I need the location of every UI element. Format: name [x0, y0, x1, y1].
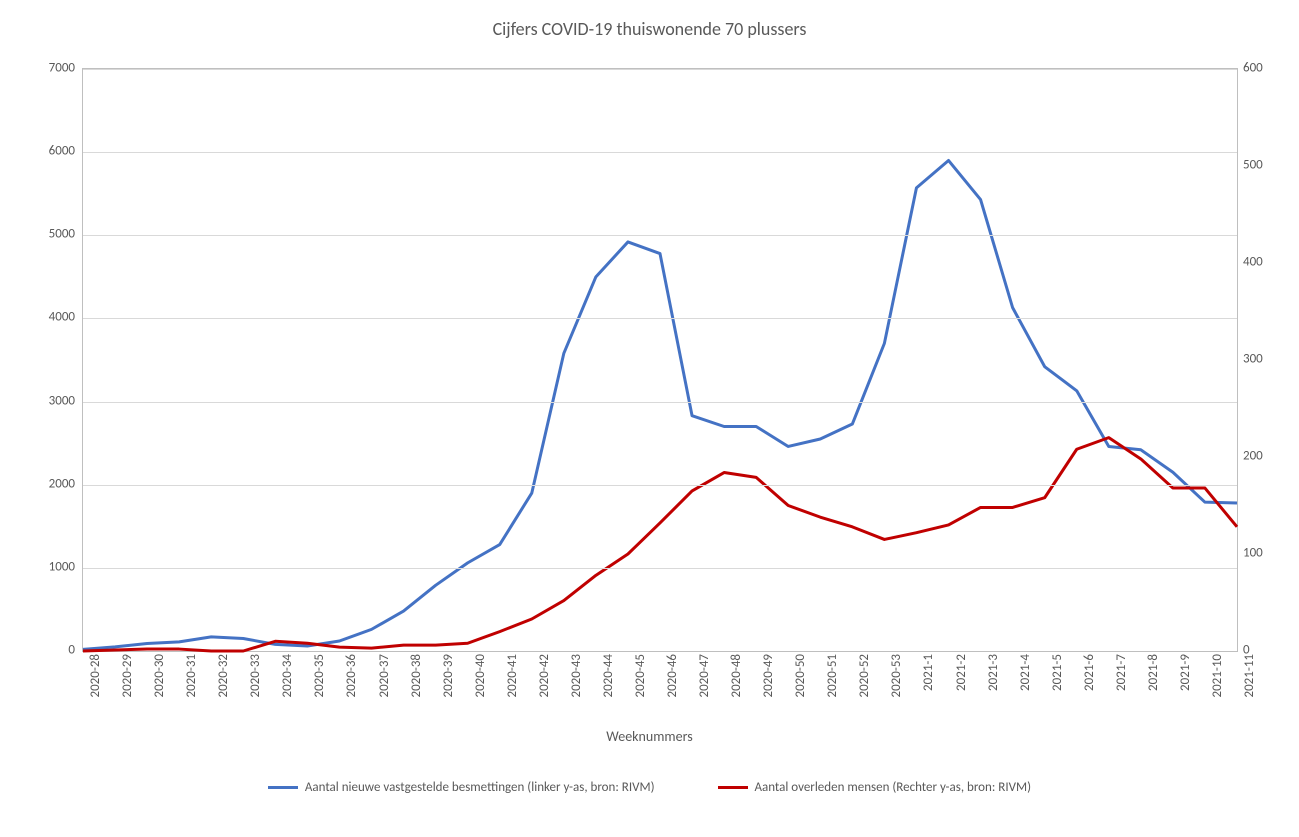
- legend-swatch-infections: [268, 786, 298, 789]
- x-tick-label: 2020-44: [601, 654, 616, 698]
- x-tick-label: 2020-37: [377, 654, 392, 698]
- gridline: [83, 485, 1237, 486]
- x-tick-label: 2020-33: [248, 654, 263, 698]
- x-tick-label: 2020-45: [633, 654, 648, 698]
- x-tick-label: 2020-42: [537, 654, 552, 698]
- x-tick-label: 2020-51: [825, 654, 840, 698]
- x-tick-label: 2020-46: [665, 654, 680, 698]
- y-right-tick-label: 400: [1235, 255, 1299, 270]
- x-tick-label: 2020-49: [761, 654, 776, 698]
- x-tick-label: 2020-40: [473, 654, 488, 698]
- y-left-tick-label: 1000: [0, 559, 75, 574]
- x-tick-label: 2020-38: [409, 654, 424, 698]
- x-tick-label: 2021-1: [921, 654, 936, 691]
- gridline: [83, 402, 1237, 403]
- plot-area: [82, 68, 1238, 652]
- y-left-tick-label: 2000: [0, 476, 75, 491]
- x-tick-label: 2021-3: [986, 654, 1001, 691]
- gridline: [83, 69, 1237, 70]
- x-tick-label: 2020-53: [889, 654, 904, 698]
- chart-container: Cijfers COVID-19 thuiswonende 70 plusser…: [0, 0, 1299, 837]
- x-tick-label: 2021-7: [1114, 654, 1129, 691]
- x-tick-label: 2021-8: [1146, 654, 1161, 691]
- gridline: [83, 152, 1237, 153]
- x-tick-label: 2021-11: [1242, 654, 1257, 698]
- chart-lines-svg: [83, 69, 1237, 651]
- x-tick-label: 2021-2: [954, 654, 969, 691]
- legend-swatch-deaths: [718, 786, 748, 789]
- x-tick-label: 2020-32: [216, 654, 231, 698]
- gridline: [83, 568, 1237, 569]
- y-left-tick-label: 6000: [0, 144, 75, 159]
- y-left-tick-label: 0: [0, 643, 75, 658]
- y-left-tick-label: 4000: [0, 310, 75, 325]
- x-tick-label: 2020-43: [569, 654, 584, 698]
- x-tick-label: 2021-10: [1210, 654, 1225, 698]
- x-axis-title: Weeknummers: [0, 728, 1299, 745]
- x-tick-label: 2020-30: [152, 654, 167, 698]
- x-tick-label: 2020-29: [120, 654, 135, 698]
- y-left-tick-label: 7000: [0, 61, 75, 76]
- x-tick-label: 2020-31: [184, 654, 199, 698]
- x-tick-label: 2021-6: [1082, 654, 1097, 691]
- x-tick-label: 2021-4: [1018, 654, 1033, 691]
- y-left-tick-label: 3000: [0, 393, 75, 408]
- y-right-tick-label: 200: [1235, 449, 1299, 464]
- x-tick-label: 2020-39: [441, 654, 456, 698]
- x-tick-label: 2020-52: [857, 654, 872, 698]
- gridline: [83, 235, 1237, 236]
- x-tick-label: 2020-28: [88, 654, 103, 698]
- x-tick-label: 2020-48: [729, 654, 744, 698]
- y-right-tick-label: 100: [1235, 546, 1299, 561]
- x-tick-label: 2021-9: [1178, 654, 1193, 691]
- legend-label-infections: Aantal nieuwe vastgestelde besmettingen …: [305, 780, 655, 795]
- chart-title: Cijfers COVID-19 thuiswonende 70 plusser…: [0, 0, 1299, 50]
- legend-label-deaths: Aantal overleden mensen (Rechter y-as, b…: [754, 780, 1031, 795]
- x-tick-label: 2020-50: [793, 654, 808, 698]
- legend-item-deaths: Aantal overleden mensen (Rechter y-as, b…: [718, 780, 1032, 795]
- x-tick-label: 2021-5: [1050, 654, 1065, 691]
- series-line: [83, 160, 1237, 649]
- x-tick-label: 2020-36: [344, 654, 359, 698]
- x-tick-label: 2020-41: [505, 654, 520, 698]
- series-line: [83, 438, 1237, 651]
- y-right-tick-label: 600: [1235, 61, 1299, 76]
- y-left-tick-label: 5000: [0, 227, 75, 242]
- y-right-tick-label: 300: [1235, 352, 1299, 367]
- gridline: [83, 318, 1237, 319]
- legend: Aantal nieuwe vastgestelde besmettingen …: [0, 780, 1299, 795]
- y-right-tick-label: 500: [1235, 158, 1299, 173]
- legend-item-infections: Aantal nieuwe vastgestelde besmettingen …: [268, 780, 655, 795]
- x-tick-label: 2020-35: [312, 654, 327, 698]
- x-tick-label: 2020-47: [697, 654, 712, 698]
- x-tick-label: 2020-34: [280, 654, 295, 698]
